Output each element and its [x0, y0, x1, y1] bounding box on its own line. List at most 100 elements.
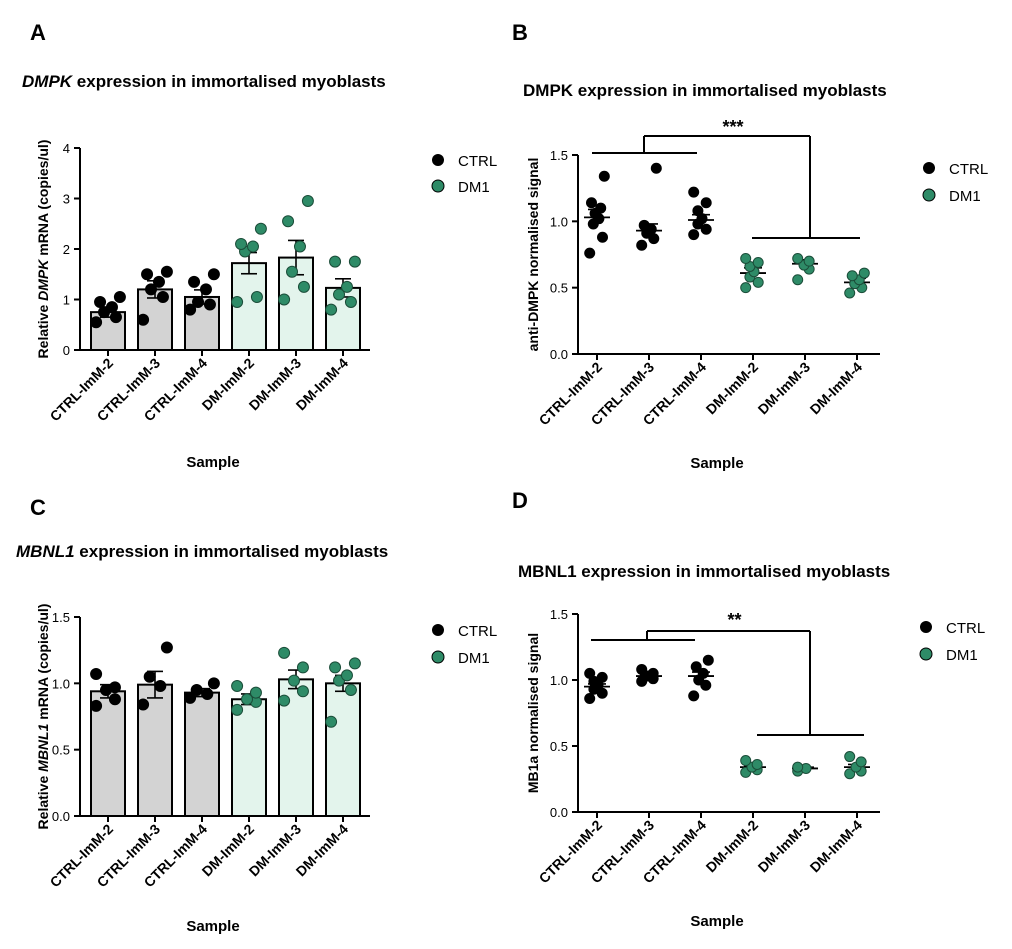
- data-point: [249, 686, 262, 699]
- data-point: [740, 755, 752, 767]
- data-point: [700, 197, 712, 209]
- data-point: [792, 252, 804, 264]
- data-point: [184, 303, 197, 316]
- y-tick-label: 0.0: [52, 809, 70, 824]
- y-tick-label: 1.5: [550, 607, 568, 622]
- y-axis-label: anti-DMPK normalised signal: [525, 158, 541, 352]
- bar: [184, 691, 220, 817]
- data-point: [340, 280, 353, 293]
- data-point: [235, 237, 248, 250]
- data-point: [348, 657, 361, 670]
- x-axis-label: Sample: [186, 918, 239, 935]
- data-point: [145, 283, 158, 296]
- x-tick-label: DM-ImM-3: [755, 359, 814, 418]
- y-tick-label: 1.0: [550, 673, 568, 688]
- data-point: [329, 661, 342, 674]
- data-point: [207, 677, 220, 690]
- y-tick-label: 0.0: [550, 805, 568, 820]
- data-point: [154, 679, 167, 692]
- chart-title: DMPK expression in immortalised myoblast…: [523, 81, 887, 100]
- legend-label-dm1: DM1: [458, 650, 490, 667]
- data-point: [697, 667, 709, 679]
- data-point: [231, 703, 244, 716]
- data-point: [192, 296, 205, 309]
- data-point: [152, 275, 165, 288]
- data-point: [297, 280, 310, 293]
- data-point: [286, 265, 299, 278]
- data-point: [90, 699, 103, 712]
- data-point: [278, 293, 291, 306]
- data-point: [160, 641, 173, 654]
- data-point: [584, 692, 596, 704]
- data-point: [688, 690, 700, 702]
- y-tick-label: 1.0: [52, 676, 70, 691]
- data-point: [844, 287, 856, 299]
- data-point: [207, 268, 220, 281]
- data-point: [90, 668, 103, 681]
- data-point: [344, 296, 357, 309]
- data-point: [109, 311, 122, 324]
- data-point: [650, 162, 662, 174]
- data-point: [692, 205, 704, 217]
- data-point: [340, 669, 353, 682]
- panel-letter-b: B: [512, 20, 528, 45]
- data-point: [94, 296, 107, 309]
- data-point: [647, 667, 659, 679]
- y-axis-label: MB1a normalised signal: [525, 633, 541, 793]
- data-point: [190, 683, 203, 696]
- data-point: [282, 215, 295, 228]
- data-point: [858, 267, 870, 279]
- y-tick-label: 1.0: [550, 214, 568, 229]
- data-point: [278, 694, 291, 707]
- data-point: [108, 681, 121, 694]
- data-point: [90, 316, 103, 329]
- data-point: [690, 661, 702, 673]
- significance-stars: **: [727, 610, 741, 630]
- data-point: [296, 661, 309, 674]
- y-tick-label: 1.5: [52, 610, 70, 625]
- y-tick-label: 4: [63, 141, 70, 156]
- legend-label-ctrl: CTRL: [946, 620, 985, 637]
- bar: [325, 682, 361, 817]
- legend-marker-ctrl: [432, 624, 444, 636]
- data-point: [586, 197, 597, 209]
- data-point: [325, 303, 338, 316]
- panel-d: D MBNL1 expression in immortalised myobl…: [512, 488, 985, 930]
- panel-letter-a: A: [30, 20, 46, 45]
- significance-stars: ***: [722, 117, 743, 137]
- y-axis-label: Relative MBNL1 mRNA (copies/ul): [35, 604, 51, 830]
- data-point: [201, 687, 214, 700]
- legend-label-ctrl: CTRL: [458, 153, 497, 170]
- data-point: [250, 290, 263, 303]
- data-point: [137, 313, 150, 326]
- bar: [231, 698, 267, 818]
- data-point: [700, 223, 712, 235]
- legend-label-dm1: DM1: [458, 179, 490, 196]
- legend-marker-ctrl: [923, 162, 935, 174]
- data-point: [108, 693, 121, 706]
- data-point: [188, 275, 201, 288]
- data-point: [105, 301, 118, 314]
- data-point: [137, 698, 150, 711]
- y-tick-label: 3: [63, 192, 70, 207]
- legend-label-ctrl: CTRL: [458, 623, 497, 640]
- legend-marker-ctrl: [432, 154, 444, 166]
- data-point: [596, 671, 608, 683]
- data-point: [636, 663, 648, 675]
- data-point: [638, 219, 650, 231]
- data-point: [288, 674, 300, 687]
- data-point: [598, 170, 610, 182]
- y-tick-label: 2: [63, 242, 70, 257]
- legend-label-ctrl: CTRL: [949, 161, 988, 178]
- legend-marker-dm1: [431, 650, 445, 664]
- data-point: [296, 685, 309, 698]
- data-point: [301, 195, 314, 208]
- data-point: [325, 715, 338, 728]
- data-point: [844, 768, 856, 780]
- y-tick-label: 0.5: [550, 739, 568, 754]
- data-point: [792, 274, 804, 286]
- panel-letter-d: D: [512, 488, 528, 513]
- x-axis-label: Sample: [690, 455, 743, 472]
- data-point: [278, 646, 291, 659]
- x-axis-label: Sample: [186, 454, 239, 471]
